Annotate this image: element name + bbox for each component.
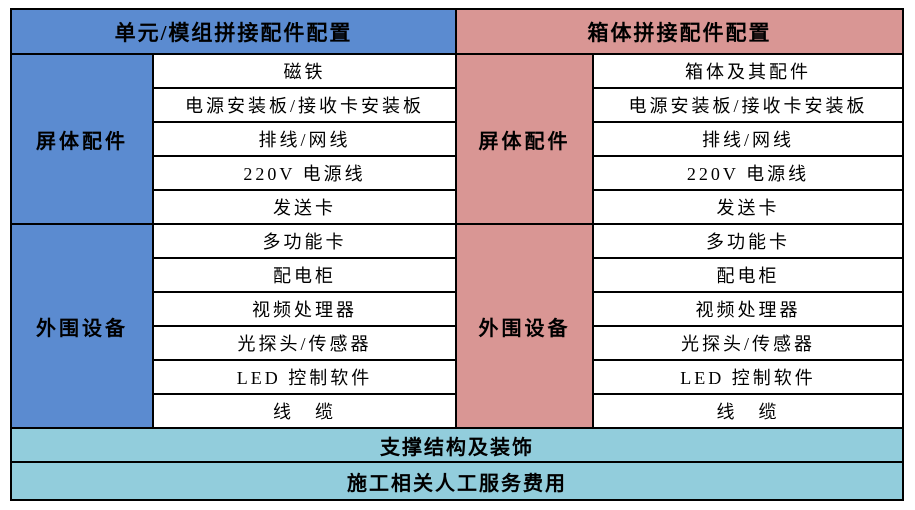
- item-cell: 排线/网线: [152, 121, 457, 157]
- item-cell: 配电柜: [592, 257, 904, 293]
- accessory-config-table: 单元/模组拼接配件配置 箱体拼接配件配置 屏体配件 磁铁 屏体配件 箱体及其配件…: [10, 8, 904, 501]
- right-group-label-peripherals: 外围设备: [455, 223, 594, 429]
- table-row: 220V 电源线 220V 电源线: [11, 155, 904, 191]
- item-cell: 多功能卡: [152, 223, 457, 259]
- item-cell: 发送卡: [592, 189, 904, 225]
- item-cell: 线 缆: [152, 393, 457, 429]
- left-group-label-peripherals: 外围设备: [10, 223, 154, 429]
- right-group-label-screen-accessories: 屏体配件: [455, 53, 594, 225]
- item-cell: 电源安装板/接收卡安装板: [592, 87, 904, 123]
- table-row: LED 控制软件 LED 控制软件: [11, 359, 904, 395]
- item-cell: LED 控制软件: [592, 359, 904, 395]
- item-cell: 多功能卡: [592, 223, 904, 259]
- table-row: 外围设备 多功能卡 外围设备 多功能卡: [10, 223, 904, 429]
- right-section-header: 箱体拼接配件配置: [455, 8, 904, 55]
- item-cell: 发送卡: [152, 189, 457, 225]
- item-cell: 视频处理器: [152, 291, 457, 327]
- item-cell: 箱体及其配件: [592, 53, 904, 89]
- footer-row-support-structure: 支撑结构及装饰: [10, 427, 904, 463]
- table-row: 屏体配件 磁铁 屏体配件 箱体及其配件: [10, 53, 904, 225]
- item-cell: 220V 电源线: [152, 155, 457, 191]
- item-cell: 排线/网线: [592, 121, 904, 157]
- header-row: 单元/模组拼接配件配置 箱体拼接配件配置: [10, 8, 904, 55]
- left-section-header: 单元/模组拼接配件配置: [10, 8, 457, 55]
- table-row: 电源安装板/接收卡安装板 电源安装板/接收卡安装板: [11, 87, 904, 123]
- item-cell: 磁铁: [152, 53, 457, 89]
- item-cell: 配电柜: [152, 257, 457, 293]
- item-cell: 视频处理器: [592, 291, 904, 327]
- item-cell: 光探头/传感器: [592, 325, 904, 361]
- table-row: 线 缆 线 缆: [11, 393, 904, 429]
- footer-row-labor-cost: 施工相关人工服务费用: [10, 461, 904, 501]
- item-cell: 光探头/传感器: [152, 325, 457, 361]
- table-row: 施工相关人工服务费用: [10, 461, 904, 501]
- left-group-label-screen-accessories: 屏体配件: [10, 53, 154, 225]
- item-cell: 线 缆: [592, 393, 904, 429]
- item-cell: LED 控制软件: [152, 359, 457, 395]
- table-row: 发送卡 发送卡: [11, 189, 904, 225]
- table-row: 视频处理器 视频处理器: [11, 291, 904, 327]
- table-row: 配电柜 配电柜: [11, 257, 904, 293]
- table-row: 排线/网线 排线/网线: [11, 121, 904, 157]
- item-cell: 220V 电源线: [592, 155, 904, 191]
- item-cell: 电源安装板/接收卡安装板: [152, 87, 457, 123]
- table-row: 光探头/传感器 光探头/传感器: [11, 325, 904, 361]
- table-row: 支撑结构及装饰: [10, 427, 904, 463]
